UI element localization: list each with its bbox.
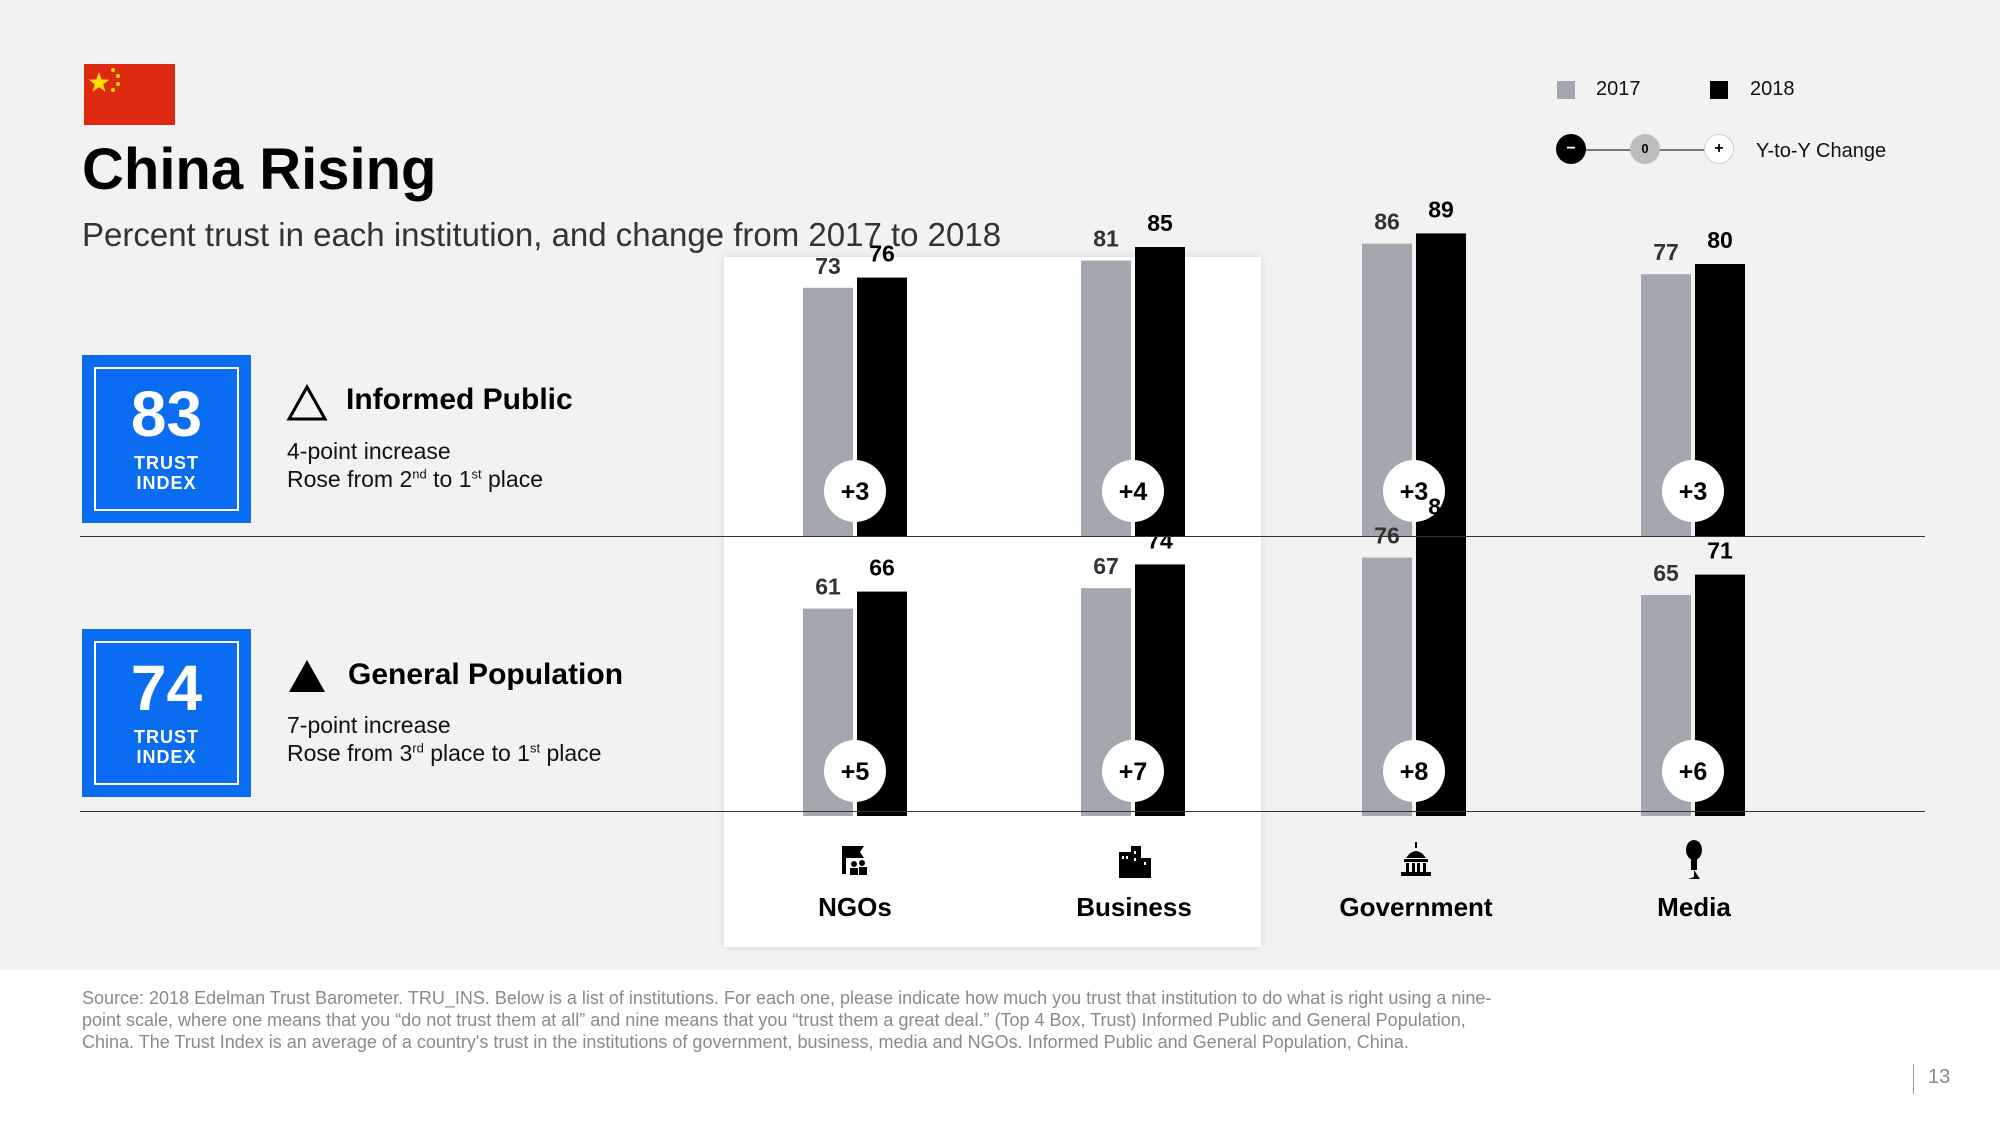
value-label-2018-government: 89 <box>1428 196 1454 222</box>
legend-2018-swatch <box>1710 81 1728 99</box>
change-bubble-ngos <box>824 460 886 522</box>
change-label-business: +7 <box>1119 758 1148 786</box>
value-label-2017-government: 86 <box>1374 209 1400 235</box>
page-title: China Rising <box>82 137 437 202</box>
value-label-2017-business: 67 <box>1093 553 1119 579</box>
value-label-2017-media: 77 <box>1653 239 1679 265</box>
informed-public-baseline <box>80 536 1925 537</box>
value-label-2018-business: 85 <box>1147 210 1173 236</box>
legend-2017-swatch <box>1557 81 1575 99</box>
change-bubble-business <box>1102 740 1164 802</box>
change-bubble-media <box>1662 740 1724 802</box>
source-footnote: Source: 2018 Edelman Trust Barometer. TR… <box>82 988 1492 1052</box>
change-bubble-government <box>1383 740 1445 802</box>
general-population-baseline <box>80 811 1925 812</box>
yoy-minus-dot: − <box>1556 134 1586 164</box>
triangle-outline-icon <box>286 383 328 427</box>
business-buildings-icon <box>1117 846 1153 883</box>
page-number-divider <box>1913 1064 1914 1094</box>
change-label-media: +3 <box>1679 478 1708 506</box>
legend-2018-label: 2018 <box>1750 78 1795 100</box>
yoy-change-legend: − 0 + <box>1554 134 1734 168</box>
value-label-2018-business: 74 <box>1147 527 1173 553</box>
trust-index-label: TRUST INDEX <box>134 727 199 767</box>
value-label-2018-ngos: 66 <box>869 555 895 581</box>
institution-label-media: Media <box>1657 892 1731 922</box>
page-number: 13 <box>1928 1066 1951 1088</box>
ngo-icon <box>838 842 874 883</box>
government-capitol-icon <box>1398 842 1434 883</box>
change-label-ngos: +5 <box>841 758 870 786</box>
change-bubble-government <box>1383 460 1445 522</box>
trust-index-value: 74 <box>130 652 203 724</box>
general-population-trust-index: 74 TRUST INDEX <box>82 629 251 797</box>
value-label-2018-media: 80 <box>1707 227 1733 253</box>
value-label-2018-ngos: 76 <box>869 241 895 267</box>
informed-public-trust-index: 83 TRUST INDEX <box>82 355 251 523</box>
institution-label-ngos: NGOs <box>818 892 892 922</box>
trust-index-label: TRUST INDEX <box>134 453 199 493</box>
trust-index-value: 83 <box>130 378 203 450</box>
informed-public-line2: Rose from 2nd to 1st place <box>287 466 543 492</box>
informed-public-line1: 4-point increase <box>287 438 451 464</box>
page-subtitle: Percent trust in each institution, and c… <box>82 216 1002 253</box>
value-label-2017-business: 81 <box>1093 226 1119 252</box>
change-bubble-ngos <box>824 740 886 802</box>
general-population-line1: 7-point increase <box>287 712 451 738</box>
change-label-business: +4 <box>1119 478 1148 506</box>
china-flag-icon <box>84 64 175 125</box>
triangle-filled-icon <box>286 657 328 700</box>
change-bubble-media <box>1662 460 1724 522</box>
value-label-2018-government: 84 <box>1428 493 1454 519</box>
institution-label-government: Government <box>1339 892 1493 922</box>
informed-public-title: Informed Public <box>346 383 573 416</box>
general-population-title: General Population <box>348 658 624 691</box>
change-label-media: +6 <box>1679 758 1708 786</box>
change-label-ngos: +3 <box>841 478 870 506</box>
value-label-2017-ngos: 61 <box>815 574 841 600</box>
legend-2017-label: 2017 <box>1596 78 1641 100</box>
change-bubble-business <box>1102 460 1164 522</box>
value-label-2017-media: 65 <box>1653 560 1679 586</box>
value-label-2017-ngos: 73 <box>815 253 841 279</box>
change-label-government: +3 <box>1400 478 1429 506</box>
value-label-2017-government: 76 <box>1374 523 1400 549</box>
general-population-line2: Rose from 3rd place to 1st place <box>287 740 602 766</box>
yoy-plus-dot: + <box>1704 134 1734 164</box>
yoy-label: Y-to-Y Change <box>1756 140 1887 162</box>
institution-label-business: Business <box>1076 892 1192 922</box>
microphone-icon <box>1679 840 1709 885</box>
yoy-zero-dot: 0 <box>1630 134 1660 164</box>
change-label-government: +8 <box>1400 758 1429 786</box>
value-label-2018-media: 71 <box>1707 538 1733 564</box>
